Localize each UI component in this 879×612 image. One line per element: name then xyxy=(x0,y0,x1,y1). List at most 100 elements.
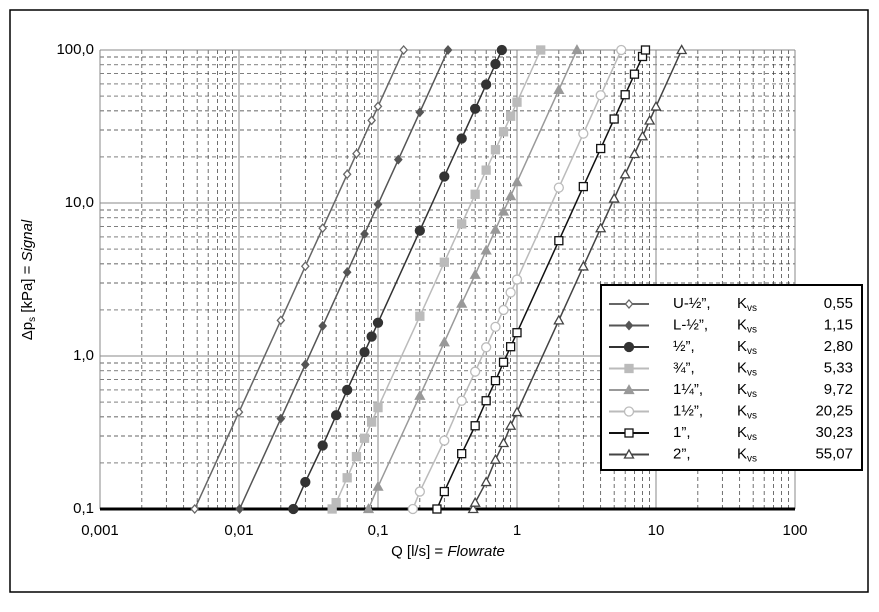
marker xyxy=(644,114,656,125)
marker xyxy=(512,328,522,338)
x-tick-label: 0,1 xyxy=(368,522,389,539)
legend-key-symbol: K xyxy=(737,402,747,419)
legend-key-sub: vs xyxy=(747,432,757,443)
marker xyxy=(439,486,449,497)
marker xyxy=(511,176,523,187)
marker xyxy=(553,84,565,94)
marker xyxy=(505,342,516,352)
marker xyxy=(331,410,342,421)
marker xyxy=(414,225,425,236)
legend-key: Kvs xyxy=(737,445,757,464)
y-label-text: [kPa] = xyxy=(19,261,36,316)
marker xyxy=(439,257,449,267)
legend-kvs: 30,23 xyxy=(815,424,853,441)
marker xyxy=(650,100,662,111)
legend-key-sub: vs xyxy=(747,367,757,378)
y-tick-label: 1,0 xyxy=(73,347,94,364)
y-axis-label: Δps [kPa] = Signal xyxy=(19,219,38,340)
legend-key: Kvs xyxy=(737,295,757,314)
legend-kvs: 2,80 xyxy=(824,338,853,355)
marker xyxy=(457,219,467,229)
marker xyxy=(342,473,352,483)
legend-key: Kvs xyxy=(737,402,757,421)
y-tick-label: 0,1 xyxy=(73,500,94,517)
marker xyxy=(623,406,635,417)
marker xyxy=(439,435,450,446)
x-tick-label: 0,01 xyxy=(224,522,253,539)
marker xyxy=(373,101,383,112)
marker xyxy=(318,223,328,234)
marker xyxy=(595,222,607,233)
marker xyxy=(342,384,353,396)
marker xyxy=(624,428,634,438)
marker xyxy=(318,321,328,332)
series-line xyxy=(194,49,405,510)
marker xyxy=(342,169,352,180)
marker xyxy=(469,268,481,279)
marker xyxy=(399,45,409,55)
marker xyxy=(640,45,651,55)
x-tick-label: 0,001 xyxy=(81,522,119,539)
marker xyxy=(636,130,649,141)
marker xyxy=(366,331,377,342)
marker xyxy=(577,260,589,271)
legend-label: 1”, xyxy=(673,424,691,441)
marker xyxy=(676,44,688,55)
marker xyxy=(497,437,510,448)
marker xyxy=(190,504,200,514)
marker xyxy=(359,433,370,443)
marker xyxy=(624,363,634,374)
marker xyxy=(629,69,640,79)
legend-key: Kvs xyxy=(737,381,757,400)
marker xyxy=(367,115,377,126)
marker xyxy=(490,321,501,333)
x-label-text: Q [l/s] = xyxy=(391,543,447,560)
marker xyxy=(372,317,384,328)
marker xyxy=(393,154,403,165)
marker xyxy=(628,148,641,159)
legend-key-sub: vs xyxy=(747,303,757,314)
marker xyxy=(467,503,479,514)
legend-key-sub: vs xyxy=(747,389,757,400)
legend-kvs: 55,07 xyxy=(815,445,853,462)
marker xyxy=(553,182,564,193)
marker xyxy=(490,376,501,386)
marker xyxy=(300,476,311,488)
marker xyxy=(512,97,522,107)
marker xyxy=(490,145,501,155)
marker xyxy=(498,357,509,367)
x-tick-label: 100 xyxy=(782,522,807,539)
legend-key-symbol: K xyxy=(737,381,747,398)
marker xyxy=(608,192,620,203)
marker xyxy=(373,199,383,210)
marker xyxy=(342,267,352,278)
marker xyxy=(624,320,634,331)
marker xyxy=(481,165,491,175)
x-tick-label: 1 xyxy=(513,522,521,539)
marker xyxy=(553,314,565,325)
marker xyxy=(481,79,492,90)
legend-key-symbol: K xyxy=(737,338,747,355)
marker xyxy=(498,304,509,316)
marker xyxy=(288,503,299,515)
y-label-italic: Signal xyxy=(19,219,36,261)
marker xyxy=(457,449,467,459)
x-label-italic: Flowrate xyxy=(447,543,505,560)
y-label-text: Δp xyxy=(19,322,36,340)
marker xyxy=(415,311,425,321)
marker xyxy=(623,384,635,395)
legend-key: Kvs xyxy=(737,424,757,443)
marker xyxy=(469,496,481,507)
x-axis-label: Q [l/s] = Flowrate xyxy=(391,543,505,560)
y-tick-label: 10,0 xyxy=(65,194,94,211)
marker xyxy=(624,299,634,309)
marker xyxy=(235,504,244,514)
legend-key-sub: vs xyxy=(747,324,757,335)
marker xyxy=(234,407,244,418)
legend-key-symbol: K xyxy=(737,316,747,333)
marker xyxy=(481,396,491,406)
marker xyxy=(414,486,425,497)
marker xyxy=(432,504,442,514)
marker xyxy=(595,90,606,101)
